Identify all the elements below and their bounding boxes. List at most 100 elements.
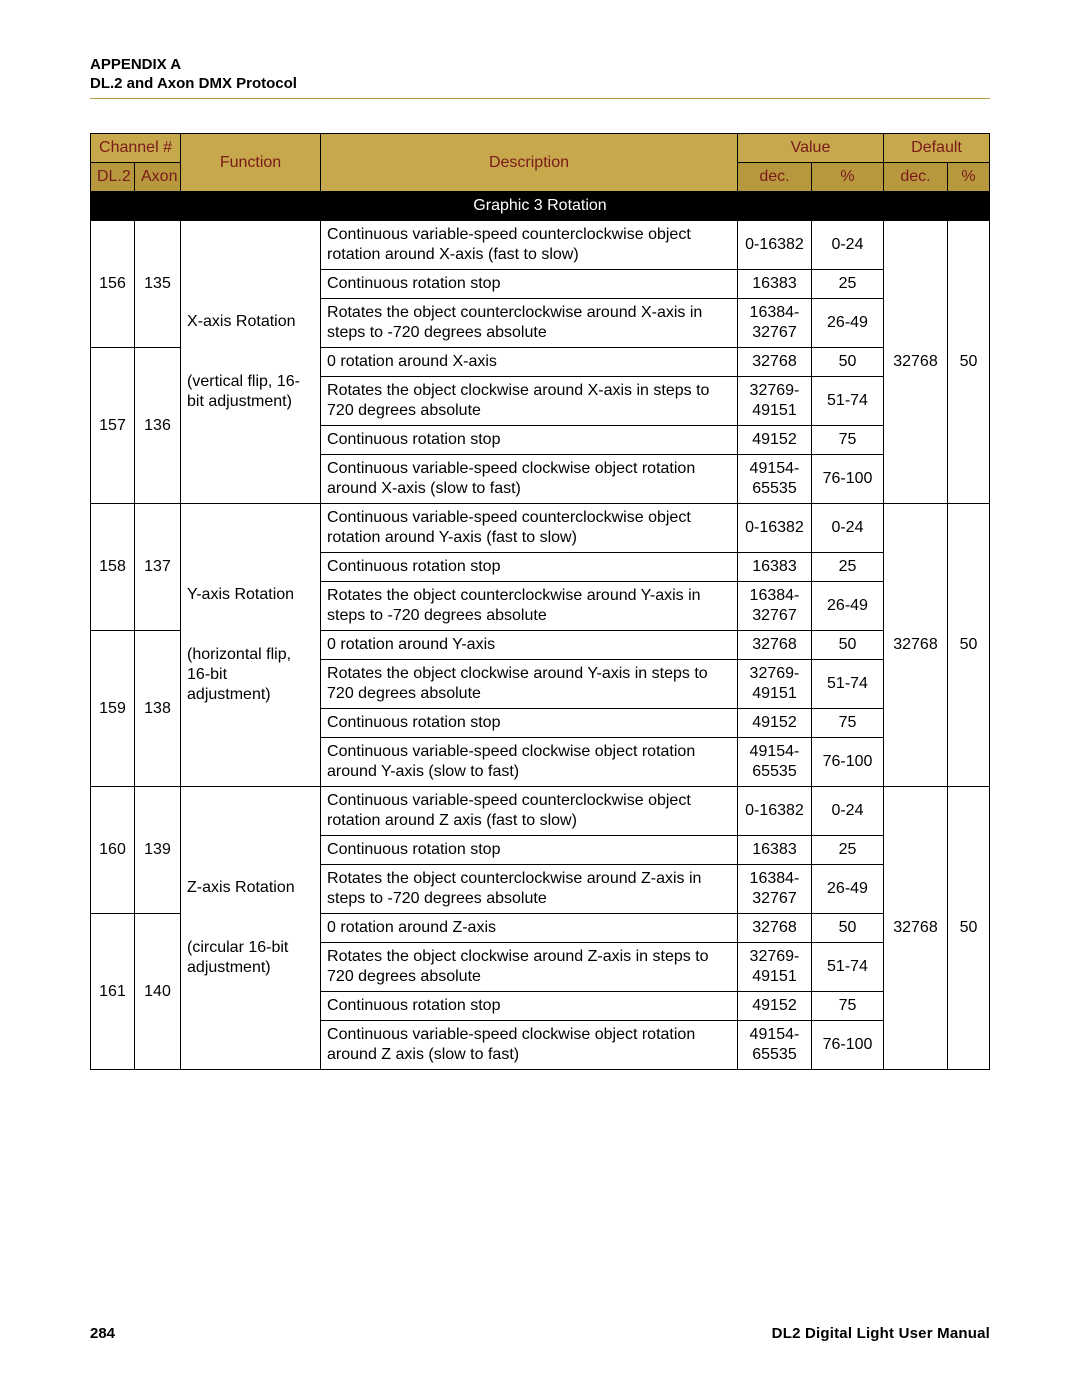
cell-description: Rotates the object counterclockwise arou… bbox=[321, 582, 738, 631]
th-value-dec: dec. bbox=[737, 163, 811, 192]
cell-description: Continuous variable-speed counterclockwi… bbox=[321, 504, 738, 553]
cell-function: Y-axis Rotation(horizontal flip, 16-bit … bbox=[181, 504, 321, 787]
th-value-pct: % bbox=[811, 163, 883, 192]
cell-description: Continuous rotation stop bbox=[321, 426, 738, 455]
cell-value-dec: 49154-65535 bbox=[737, 738, 811, 787]
th-dl2: DL.2 bbox=[91, 163, 135, 192]
cell-description: Rotates the object clockwise around X-ax… bbox=[321, 377, 738, 426]
cell-value-pct: 50 bbox=[811, 348, 883, 377]
cell-description: Rotates the object clockwise around Z-ax… bbox=[321, 943, 738, 992]
th-description: Description bbox=[321, 134, 738, 192]
page-header: APPENDIX A DL.2 and Axon DMX Protocol bbox=[90, 56, 990, 99]
appendix-subtitle: DL.2 and Axon DMX Protocol bbox=[90, 75, 990, 92]
cell-description: 0 rotation around Y-axis bbox=[321, 631, 738, 660]
cell-description: 0 rotation around Z-axis bbox=[321, 914, 738, 943]
page-footer: 284 DL2 Digital Light User Manual bbox=[90, 1325, 990, 1342]
cell-function: Z-axis Rotation(circular 16-bit adjustme… bbox=[181, 787, 321, 1070]
table-body: Graphic 3 Rotation 156135X-axis Rotation… bbox=[91, 192, 990, 1070]
cell-value-dec: 32769-49151 bbox=[737, 377, 811, 426]
cell-axon: 137 bbox=[135, 504, 181, 631]
cell-default-dec: 32768 bbox=[883, 787, 947, 1070]
cell-value-pct: 51-74 bbox=[811, 943, 883, 992]
cell-value-pct: 0-24 bbox=[811, 787, 883, 836]
cell-description: Continuous variable-speed clockwise obje… bbox=[321, 455, 738, 504]
section-row: Graphic 3 Rotation bbox=[91, 192, 990, 221]
cell-value-pct: 76-100 bbox=[811, 738, 883, 787]
cell-axon: 138 bbox=[135, 631, 181, 787]
cell-axon: 135 bbox=[135, 221, 181, 348]
th-default-dec: dec. bbox=[883, 163, 947, 192]
cell-default-pct: 50 bbox=[947, 504, 989, 787]
cell-value-pct: 51-74 bbox=[811, 377, 883, 426]
cell-description: Rotates the object clockwise around Y-ax… bbox=[321, 660, 738, 709]
cell-description: Continuous rotation stop bbox=[321, 836, 738, 865]
dmx-table: Channel # Function Description Value Def… bbox=[90, 133, 990, 1070]
cell-value-dec: 0-16382 bbox=[737, 504, 811, 553]
cell-value-pct: 26-49 bbox=[811, 582, 883, 631]
cell-value-dec: 49152 bbox=[737, 426, 811, 455]
manual-title: DL2 Digital Light User Manual bbox=[772, 1325, 990, 1342]
table-head: Channel # Function Description Value Def… bbox=[91, 134, 990, 192]
cell-axon: 136 bbox=[135, 348, 181, 504]
table-row: 158137Y-axis Rotation(horizontal flip, 1… bbox=[91, 504, 990, 553]
cell-description: Continuous variable-speed clockwise obje… bbox=[321, 738, 738, 787]
th-axon: Axon bbox=[135, 163, 181, 192]
cell-value-dec: 16383 bbox=[737, 836, 811, 865]
header-rule bbox=[90, 98, 990, 99]
cell-description: Continuous rotation stop bbox=[321, 709, 738, 738]
cell-description: Continuous variable-speed clockwise obje… bbox=[321, 1021, 738, 1070]
cell-value-pct: 0-24 bbox=[811, 504, 883, 553]
th-function: Function bbox=[181, 134, 321, 192]
cell-description: Continuous variable-speed counterclockwi… bbox=[321, 221, 738, 270]
cell-value-pct: 75 bbox=[811, 709, 883, 738]
cell-description: 0 rotation around X-axis bbox=[321, 348, 738, 377]
cell-value-pct: 50 bbox=[811, 631, 883, 660]
cell-value-pct: 76-100 bbox=[811, 455, 883, 504]
cell-dl2: 160 bbox=[91, 787, 135, 914]
cell-description: Continuous rotation stop bbox=[321, 270, 738, 299]
cell-value-dec: 16383 bbox=[737, 553, 811, 582]
cell-value-pct: 25 bbox=[811, 270, 883, 299]
cell-dl2: 158 bbox=[91, 504, 135, 631]
th-default-pct: % bbox=[947, 163, 989, 192]
cell-value-dec: 32768 bbox=[737, 631, 811, 660]
table-row: 160139Z-axis Rotation(circular 16-bit ad… bbox=[91, 787, 990, 836]
cell-value-pct: 51-74 bbox=[811, 660, 883, 709]
cell-axon: 140 bbox=[135, 914, 181, 1070]
cell-default-dec: 32768 bbox=[883, 221, 947, 504]
cell-value-dec: 16384-32767 bbox=[737, 582, 811, 631]
cell-value-dec: 16384-32767 bbox=[737, 299, 811, 348]
cell-value-dec: 16384-32767 bbox=[737, 865, 811, 914]
page-number: 284 bbox=[90, 1325, 115, 1342]
cell-dl2: 159 bbox=[91, 631, 135, 787]
cell-dl2: 156 bbox=[91, 221, 135, 348]
th-default: Default bbox=[883, 134, 989, 163]
cell-axon: 139 bbox=[135, 787, 181, 914]
cell-value-dec: 32769-49151 bbox=[737, 943, 811, 992]
th-value: Value bbox=[737, 134, 883, 163]
th-channel: Channel # bbox=[91, 134, 181, 163]
cell-default-dec: 32768 bbox=[883, 504, 947, 787]
cell-value-dec: 32768 bbox=[737, 348, 811, 377]
cell-function: X-axis Rotation(vertical flip, 16-bit ad… bbox=[181, 221, 321, 504]
cell-description: Continuous variable-speed counterclockwi… bbox=[321, 787, 738, 836]
cell-value-pct: 75 bbox=[811, 992, 883, 1021]
appendix-label: APPENDIX A bbox=[90, 56, 990, 73]
cell-description: Rotates the object counterclockwise arou… bbox=[321, 299, 738, 348]
cell-value-pct: 0-24 bbox=[811, 221, 883, 270]
cell-value-dec: 0-16382 bbox=[737, 221, 811, 270]
cell-description: Continuous rotation stop bbox=[321, 992, 738, 1021]
cell-dl2: 157 bbox=[91, 348, 135, 504]
cell-value-dec: 49154-65535 bbox=[737, 455, 811, 504]
cell-value-pct: 25 bbox=[811, 836, 883, 865]
cell-value-dec: 49154-65535 bbox=[737, 1021, 811, 1070]
cell-value-dec: 49152 bbox=[737, 992, 811, 1021]
table-row: 156135X-axis Rotation(vertical flip, 16-… bbox=[91, 221, 990, 270]
section-title: Graphic 3 Rotation bbox=[91, 192, 990, 221]
cell-dl2: 161 bbox=[91, 914, 135, 1070]
cell-description: Rotates the object counterclockwise arou… bbox=[321, 865, 738, 914]
cell-value-dec: 49152 bbox=[737, 709, 811, 738]
cell-value-dec: 32769-49151 bbox=[737, 660, 811, 709]
cell-description: Continuous rotation stop bbox=[321, 553, 738, 582]
cell-value-pct: 50 bbox=[811, 914, 883, 943]
